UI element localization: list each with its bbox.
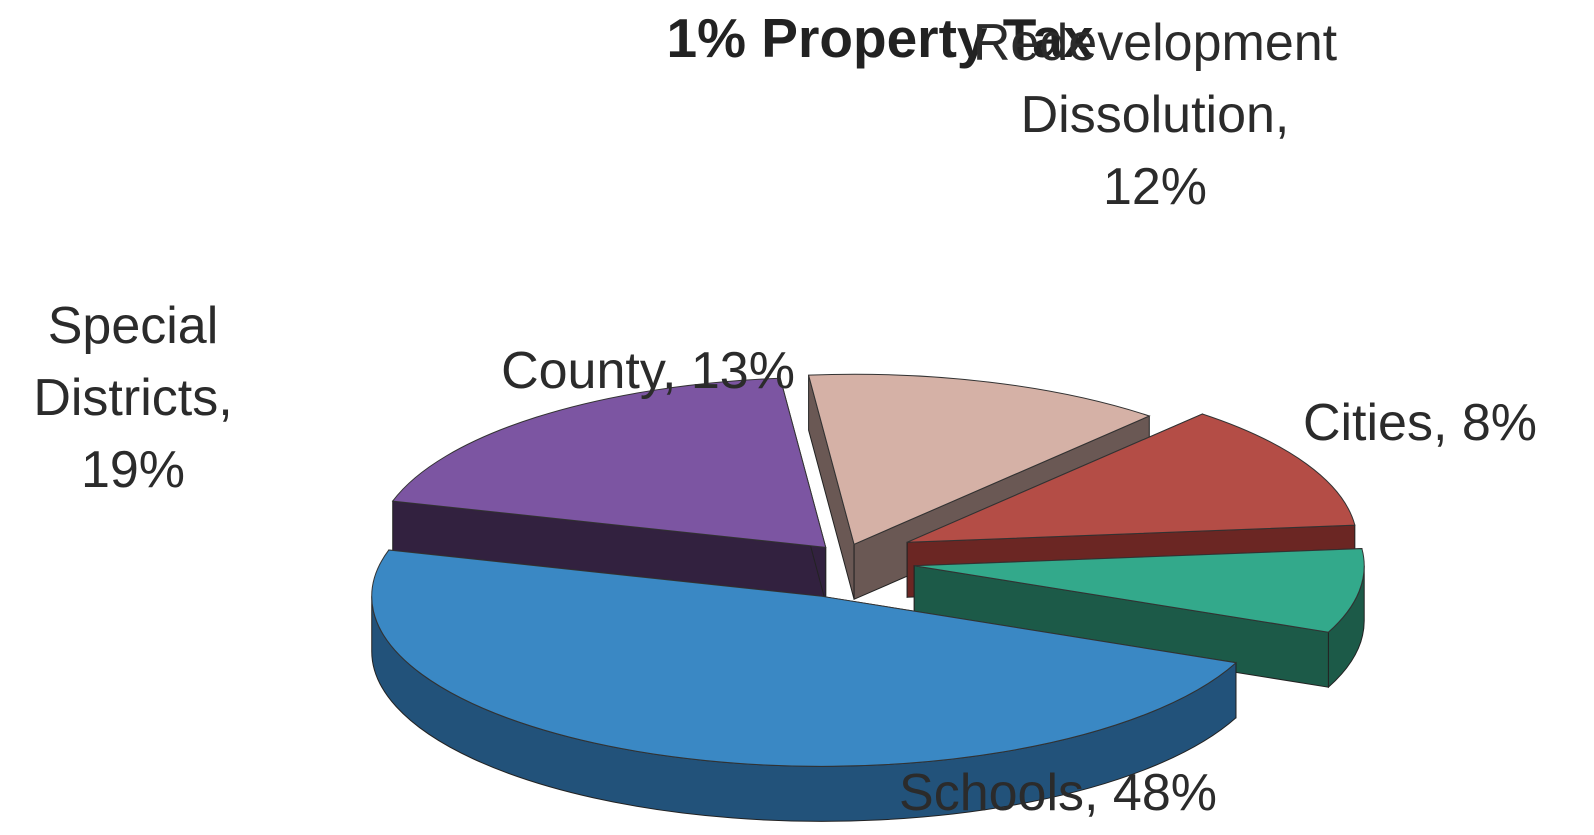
slice-label-line: 12%: [1103, 158, 1207, 216]
slice-label-county: County, 13%: [501, 342, 795, 400]
pie-slice-special-districts: [391, 377, 827, 603]
pie-slice-top: [371, 549, 1238, 767]
pie-slice-top: [906, 413, 1356, 543]
slice-label-line: County, 13%: [501, 342, 795, 400]
slice-label-line: Schools, 48%: [899, 764, 1217, 822]
slice-label-line: Districts,: [33, 369, 232, 427]
pie-slice-top: [391, 377, 827, 548]
slice-label-line: 19%: [81, 441, 185, 499]
chart-title: 1% Property Tax: [666, 7, 1094, 69]
slice-label-line: Redevelopment: [973, 14, 1338, 72]
labels-layer: Schools, 48% Special Districts, 19% County, …: [33, 14, 1537, 822]
pie-slice-schools: [371, 549, 1238, 822]
slice-label-schools: Schools, 48%: [899, 764, 1217, 822]
slices-layer: [371, 373, 1365, 822]
slice-label-line: Cities, 8%: [1303, 394, 1537, 452]
slice-label-redevelopment-dissolution: Redevelopment Dissolution, 12%: [973, 14, 1338, 216]
pie-slice-top: [807, 373, 1151, 545]
pie-slice-cities: [913, 548, 1365, 689]
pie-slice-top: [914, 548, 1365, 633]
slice-label-line: Dissolution,: [1021, 86, 1290, 144]
slice-label-cities: Cities, 8%: [1303, 394, 1537, 452]
slice-label-line: Special: [48, 297, 219, 355]
slice-label-special-districts: Special Districts, 19%: [33, 297, 232, 499]
